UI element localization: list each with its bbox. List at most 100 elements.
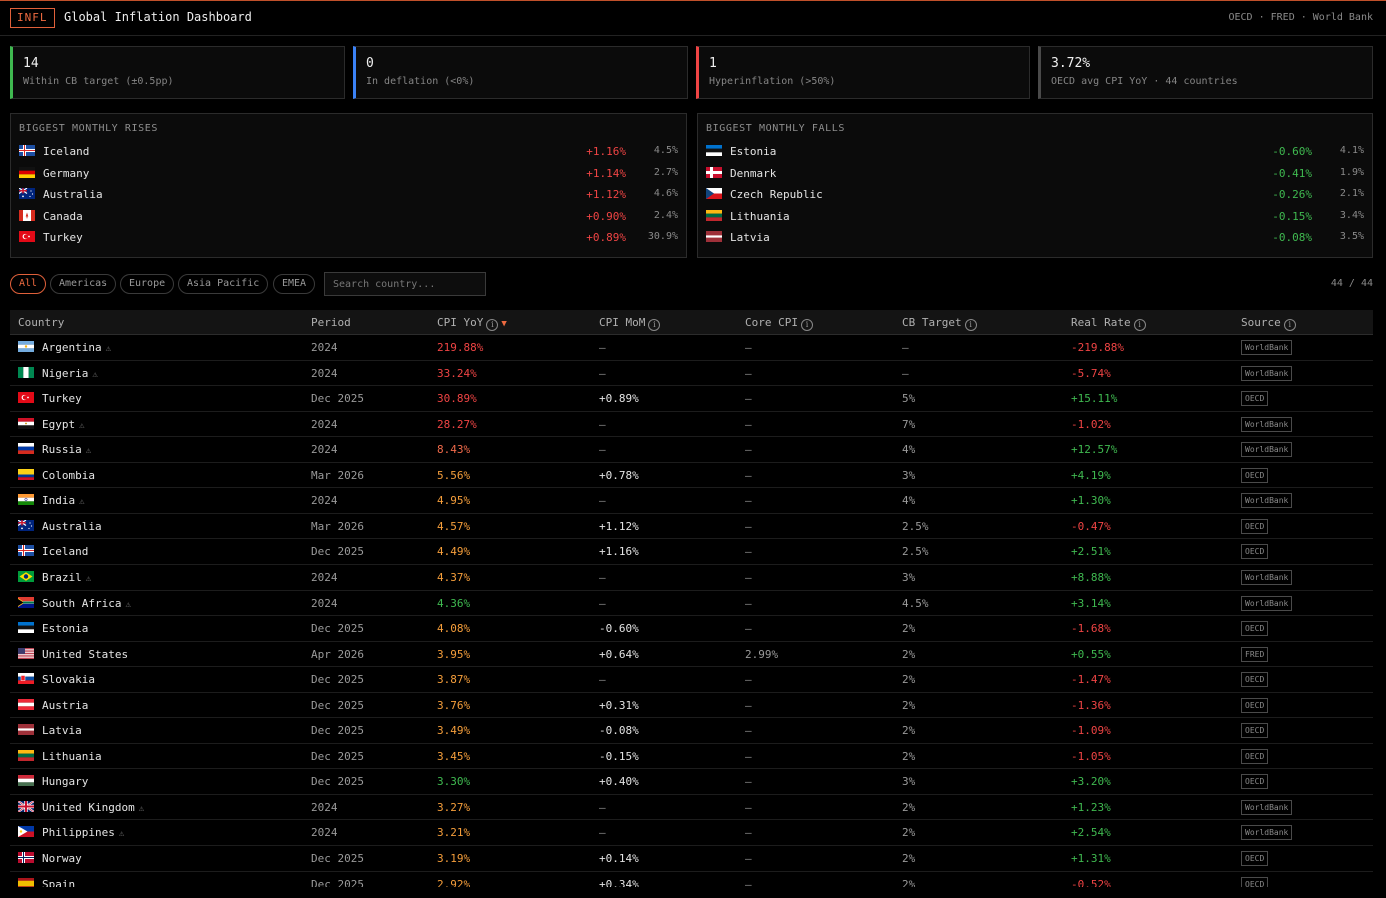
cell-source: WorldBank — [1241, 595, 1293, 611]
filter-all[interactable]: All — [10, 274, 47, 294]
table-row[interactable]: Spain Dec 2025 2.92% +0.34% — 2% -0.52% OECD — [10, 872, 1373, 887]
mover-row[interactable]: Estonia -0.60% 4.1% — [706, 141, 1364, 162]
mover-row[interactable]: Australia +1.12% 4.6% — [19, 184, 678, 205]
mover-yoy: 2.4% — [653, 209, 678, 221]
warning-icon: ⚠ — [79, 497, 85, 508]
source-badge: WorldBank — [1241, 442, 1293, 458]
mover-country: Canada — [43, 209, 83, 223]
flag-lt-icon — [706, 209, 722, 221]
table-row[interactable]: Philippines ⚠ 2024 3.21% — — 2% +2.54% WorldBank — [10, 820, 1373, 847]
country-name: Egypt — [42, 417, 76, 431]
mover-change: +1.12% — [586, 188, 626, 201]
column-cpi-mom[interactable]: CPI MoM i — [599, 316, 661, 331]
mover-row[interactable]: Denmark -0.41% 1.9% — [706, 163, 1364, 184]
source-badge: WorldBank — [1241, 799, 1293, 815]
mover-row[interactable]: Turkey +0.89% 30.9% — [19, 227, 678, 248]
table-row[interactable]: India ⚠ 2024 4.95% — — 4% +1.30% WorldBank — [10, 488, 1373, 514]
table-row[interactable]: Brazil ⚠ 2024 4.37% — — 3% +8.88% WorldBank — [10, 565, 1373, 591]
cell-cpi-mom: +0.31% — [599, 698, 639, 712]
flag-is-icon — [18, 545, 34, 557]
flag-sk-icon — [18, 673, 34, 685]
cell-cpi-yoy: 4.49% — [437, 545, 471, 559]
column-real-rate[interactable]: Real Rate i — [1071, 316, 1146, 331]
column-period[interactable]: Period — [311, 316, 351, 329]
cell-cb-target: 2% — [902, 698, 916, 712]
info-icon[interactable]: i — [486, 319, 499, 331]
column-core-cpi[interactable]: Core CPI i — [745, 316, 813, 331]
cell-cpi-mom: +0.34% — [599, 877, 639, 887]
info-icon[interactable]: i — [1283, 319, 1296, 331]
column-cpi-yoy[interactable]: CPI YoY i ▼ — [437, 316, 507, 331]
table-row[interactable]: Lithuania Dec 2025 3.45% -0.15% — 2% -1.05% OEC… — [10, 744, 1373, 770]
column-label: Period — [311, 316, 351, 329]
mover-change: -0.15% — [1272, 209, 1312, 223]
cell-core-cpi: — — [745, 826, 752, 840]
cell-cpi-yoy: 2.92% — [437, 877, 471, 887]
table-row[interactable]: Argentina ⚠ 2024 219.88% — — — -219.88% WorldBan… — [10, 335, 1373, 361]
country-search-input[interactable] — [324, 272, 486, 296]
table-row[interactable]: Russia ⚠ 2024 8.43% — — 4% +12.57% WorldBank — [10, 437, 1373, 463]
mover-row[interactable]: Canada +0.90% 2.4% — [19, 206, 678, 227]
cell-cb-target: 5% — [902, 392, 916, 406]
table-row[interactable]: Egypt ⚠ 2024 28.27% — — 7% -1.02% WorldBank — [10, 412, 1373, 438]
table-row[interactable]: South Africa ⚠ 2024 4.36% — — 4.5% +3.14% WorldB… — [10, 591, 1373, 617]
cell-source: OECD — [1241, 774, 1269, 790]
cell-source: WorldBank — [1241, 493, 1293, 509]
mover-row[interactable]: Iceland +1.16% 4.5% — [19, 141, 678, 162]
table-row[interactable]: Latvia Dec 2025 3.49% -0.08% — 2% -1.09% OECD — [10, 718, 1373, 744]
table-row[interactable]: Turkey Dec 2025 30.89% +0.89% — 5% +15.11% OECD — [10, 386, 1373, 412]
column-source[interactable]: Source i — [1241, 316, 1296, 331]
table-row[interactable]: Austria Dec 2025 3.76% +0.31% — 2% -1.36% OECD — [10, 693, 1373, 719]
table-row[interactable]: Australia Mar 2026 4.57% +1.12% — 2.5% -0.47% O… — [10, 514, 1373, 540]
mover-row[interactable]: Czech Republic -0.26% 2.1% — [706, 184, 1364, 205]
app-logo[interactable]: INFL — [10, 8, 55, 28]
mover-row[interactable]: Germany +1.14% 2.7% — [19, 163, 678, 184]
info-icon[interactable]: i — [800, 319, 813, 331]
column-cb-target[interactable]: CB Target i — [902, 316, 977, 331]
cell-period: Apr 2026 — [311, 647, 364, 661]
cell-core-cpi: — — [745, 852, 752, 865]
cell-cb-target: 2% — [902, 724, 916, 738]
cell-core-cpi: — — [745, 724, 752, 738]
cell-core-cpi: — — [745, 570, 752, 584]
info-icon[interactable]: i — [964, 319, 977, 331]
mover-row[interactable]: Lithuania -0.15% 3.4% — [706, 206, 1364, 227]
cell-source: OECD — [1241, 467, 1269, 483]
cell-core-cpi: 2.99% — [745, 647, 779, 661]
cell-real-rate: -1.47% — [1071, 673, 1111, 687]
flag-hu-icon — [18, 775, 34, 787]
info-icon[interactable]: i — [648, 319, 661, 331]
country-name: Australia — [42, 519, 102, 533]
table-row[interactable]: United Kingdom ⚠ 2024 3.27% — — 2% +1.23% WorldB… — [10, 795, 1373, 821]
table-row[interactable]: Nigeria ⚠ 2024 33.24% — — — -5.74% WorldBank — [10, 361, 1373, 387]
table-row[interactable]: United States Apr 2026 3.95% +0.64% 2.99% 2% +… — [10, 642, 1373, 668]
table-row[interactable]: Colombia Mar 2026 5.56% +0.78% — 3% +4.19% OECD — [10, 463, 1373, 489]
column-country[interactable]: Country — [18, 316, 64, 329]
cell-core-cpi: — — [745, 494, 752, 508]
source-badge: OECD — [1241, 672, 1269, 688]
info-icon[interactable]: i — [1133, 319, 1146, 331]
filter-emea[interactable]: EMEA — [273, 274, 316, 294]
table-row[interactable]: Estonia Dec 2025 4.08% -0.60% — 2% -1.68% OECD — [10, 616, 1373, 642]
stat-value: 0 — [366, 56, 374, 71]
column-label: Country — [18, 316, 65, 329]
filter-asia-pacific[interactable]: Asia Pacific — [178, 274, 269, 294]
cell-core-cpi: — — [745, 545, 752, 559]
table-row[interactable]: Hungary Dec 2025 3.30% +0.40% — 3% +3.20% OECD — [10, 769, 1373, 795]
cell-cb-target: 3% — [902, 775, 916, 789]
mover-change: -0.60% — [1272, 145, 1312, 158]
filter-europe[interactable]: Europe — [120, 274, 175, 294]
table-row[interactable]: Iceland Dec 2025 4.49% +1.16% — 2.5% +2.51% OEC… — [10, 539, 1373, 565]
mover-row[interactable]: Latvia -0.08% 3.5% — [706, 227, 1364, 248]
cell-source: WorldBank — [1241, 825, 1293, 841]
table-row[interactable]: Slovakia Dec 2025 3.87% — — 2% -1.47% OECD — [10, 667, 1373, 693]
cell-real-rate: +3.14% — [1071, 596, 1111, 610]
warning-icon: ⚠ — [105, 344, 112, 354]
flag-us-icon — [18, 647, 34, 659]
table-row[interactable]: Norway Dec 2025 3.19% +0.14% — 2% +1.31% OECD — [10, 846, 1373, 872]
source-badge: OECD — [1241, 467, 1269, 483]
mover-country: Turkey — [43, 231, 83, 244]
country-name: Brazil — [42, 570, 82, 584]
country-name: Iceland — [42, 545, 89, 559]
filter-americas[interactable]: Americas — [50, 274, 117, 294]
